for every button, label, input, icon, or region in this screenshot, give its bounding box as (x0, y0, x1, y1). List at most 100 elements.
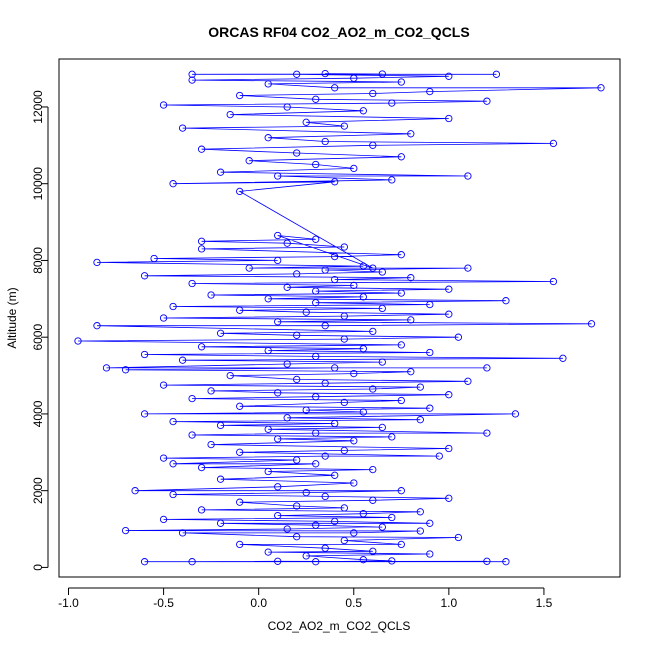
data-point (416, 416, 424, 424)
y-tick-label: 0 (31, 564, 45, 571)
data-point (426, 348, 434, 357)
data-point (74, 337, 82, 345)
data-point (283, 525, 291, 533)
y-tick-label: 12000 (31, 90, 45, 124)
data-point (407, 316, 415, 324)
data-point (350, 74, 358, 82)
data-point (321, 137, 329, 146)
data-point (378, 523, 386, 531)
data-point (407, 130, 415, 138)
data-point (207, 440, 215, 449)
y-tick-label: 2000 (31, 477, 45, 504)
data-point (445, 285, 453, 293)
data-point (359, 510, 367, 518)
y-axis-label: Altitude (m) (5, 287, 19, 348)
data-point (416, 527, 424, 535)
data-point (159, 101, 168, 109)
data-point (302, 406, 310, 414)
data-point (245, 264, 253, 272)
data-point (511, 410, 520, 418)
y-tick-label: 4000 (31, 400, 45, 427)
data-point (340, 398, 348, 407)
data-point (378, 268, 386, 276)
data-point (388, 176, 396, 184)
data-point (397, 487, 405, 495)
data-point (188, 558, 196, 566)
data-point (197, 145, 206, 153)
data-point (321, 379, 329, 387)
data-point (121, 366, 130, 374)
data-point (331, 84, 339, 92)
data-point (559, 354, 567, 362)
data-layer (74, 69, 605, 566)
data-point (321, 266, 329, 274)
x-tick-label: -0.5 (153, 596, 174, 610)
data-point (264, 346, 272, 355)
data-point (388, 513, 396, 522)
data-point (331, 471, 339, 479)
data-point (350, 164, 358, 173)
data-point (350, 369, 358, 378)
data-point (397, 153, 405, 161)
data-point (274, 557, 282, 565)
data-point (369, 141, 377, 149)
data-point (369, 385, 377, 393)
data-point (502, 297, 510, 305)
data-point (197, 463, 206, 472)
x-axis: -1.0 -0.5 0.0 0.5 1.0 1.5 (58, 587, 553, 610)
data-point (293, 149, 301, 157)
data-point (293, 331, 301, 339)
data-point (140, 558, 149, 566)
data-point (426, 519, 434, 527)
data-point (169, 417, 177, 426)
data-point (274, 389, 282, 397)
data-point (293, 456, 301, 464)
data-point (397, 289, 405, 297)
data-point (312, 287, 320, 295)
data-point (454, 333, 463, 341)
data-point (549, 277, 558, 286)
data-point (331, 419, 339, 428)
data-point (312, 299, 320, 307)
data-point (369, 547, 377, 555)
data-point (331, 275, 339, 284)
x-tick-label: 1.0 (441, 596, 458, 610)
data-point (331, 252, 339, 261)
data-point (236, 306, 244, 314)
chart-title: ORCAS RF04 CO2_AO2_m_CO2_QCLS (208, 24, 469, 40)
data-point (445, 391, 453, 399)
data-point (331, 364, 339, 372)
data-point (197, 245, 206, 253)
x-tick-label: -1.0 (58, 596, 79, 610)
data-point (359, 262, 367, 270)
data-point (416, 508, 424, 516)
data-point (426, 87, 434, 96)
data-point (274, 483, 282, 491)
data-point (454, 533, 463, 542)
data-point (302, 488, 310, 497)
y-tick-label: 6000 (31, 324, 45, 351)
data-point (331, 517, 339, 526)
data-point (169, 180, 177, 188)
data-point (321, 492, 329, 501)
data-point (416, 383, 424, 391)
data-point (445, 444, 453, 453)
data-point (159, 381, 168, 389)
data-point (226, 371, 234, 380)
data-point (302, 552, 310, 560)
data-point (264, 548, 272, 556)
data-point (464, 377, 472, 385)
data-point (216, 329, 225, 337)
data-point (274, 435, 282, 443)
data-point (483, 97, 491, 105)
data-point (197, 506, 206, 514)
y-tick-label: 8000 (31, 247, 45, 274)
data-point (340, 335, 348, 343)
data-point (312, 558, 320, 566)
data-point (216, 168, 225, 176)
data-point (340, 312, 348, 320)
data-point (388, 99, 396, 107)
plot-frame (58, 58, 621, 578)
data-point (178, 529, 187, 537)
